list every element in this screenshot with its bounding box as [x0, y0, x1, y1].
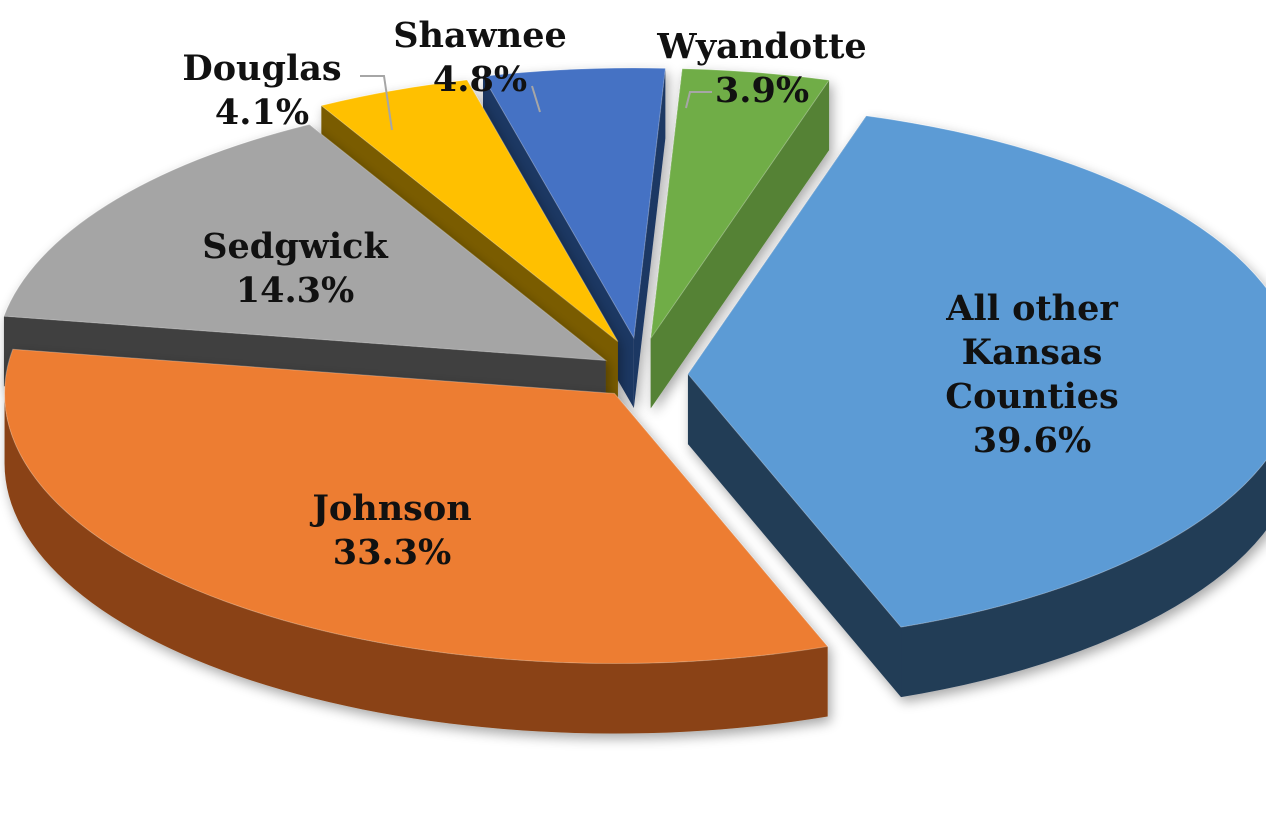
leader-line — [531, 85, 541, 113]
slice-name-label: Wyandotte — [656, 26, 866, 67]
pie-slice-all-other-kansas-counties — [687, 115, 1266, 698]
slice-name-label: Johnson — [309, 488, 471, 529]
pie-slice-side — [4, 393, 828, 734]
pie-slice-cut-face — [633, 68, 666, 408]
slice-label-johnson: Johnson 33.3% — [309, 488, 471, 573]
pie-slice-johnson — [4, 348, 829, 734]
slice-value-label: 14.3% — [236, 270, 355, 311]
pie-slice-top — [4, 348, 829, 665]
pie-slice-wyandotte — [650, 68, 830, 409]
slice-name-label: All other — [945, 288, 1118, 329]
slice-label-douglas: Douglas 4.1% — [182, 48, 341, 133]
slice-name-label: Counties — [945, 376, 1119, 417]
slice-value-label: 4.8% — [433, 59, 527, 100]
pie-slice-cut-face — [687, 374, 902, 698]
slice-label-all-other-kansas-counties: All other Kansas Counties 39.6% — [945, 288, 1119, 461]
slice-name-label: Douglas — [182, 48, 341, 89]
slice-label-wyandotte: Wyandotte 3.9% — [656, 26, 866, 111]
slice-labels: All other Kansas Counties 39.6% Johnson 33.3%… — [182, 15, 1118, 573]
pie-slice-cut-face — [650, 80, 830, 409]
slice-value-label: 39.6% — [973, 420, 1092, 461]
slice-label-shawnee: Shawnee 4.8% — [393, 15, 567, 100]
pie-slice-top — [650, 68, 830, 339]
leader-lines — [360, 75, 712, 131]
slice-name-label: Kansas — [962, 332, 1103, 373]
slice-name-label: Sedgwick — [202, 226, 388, 267]
pie-slice-top — [320, 79, 619, 342]
slice-value-label: 3.9% — [715, 70, 809, 111]
pie-slice-top — [687, 115, 1266, 628]
slice-name-label: Shawnee — [393, 15, 567, 56]
slice-value-label: 4.1% — [215, 92, 309, 133]
pie-slices — [3, 67, 1266, 734]
pie-slice-side — [901, 460, 1266, 698]
leader-line — [685, 91, 712, 109]
slice-value-label: 33.3% — [333, 532, 452, 573]
slice-label-sedgwick: Sedgwick 14.3% — [202, 226, 388, 311]
leader-line — [360, 75, 393, 131]
pie-slice-top — [3, 123, 608, 362]
pie-slice-top — [482, 67, 666, 340]
